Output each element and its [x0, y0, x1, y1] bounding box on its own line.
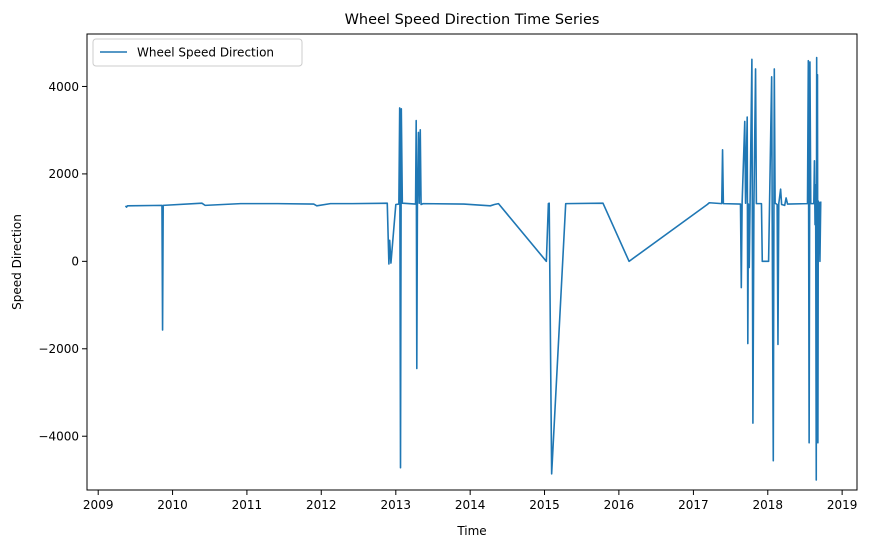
y-tick-label: −4000: [38, 430, 79, 444]
x-tick-label: 2019: [827, 498, 858, 512]
y-tick-label: 4000: [48, 80, 79, 94]
y-tick-label: 2000: [48, 167, 79, 181]
x-tick-label: 2009: [83, 498, 114, 512]
legend-box: [92, 38, 303, 67]
chart-title: Wheel Speed Direction Time Series: [345, 12, 600, 28]
x-tick-label: 2018: [753, 498, 784, 512]
x-axis-ticks: 2009 2010 2011 2012 2013 2014 2015 2016 2017 2018…: [83, 490, 857, 512]
legend-label-wheel-speed-direction: Wheel Speed Direction: [137, 46, 274, 60]
x-tick-label: 2012: [306, 498, 337, 512]
y-axis-label: Speed Direction: [10, 214, 24, 310]
x-tick-label: 2017: [678, 498, 709, 512]
series-lines: [124, 56, 822, 481]
x-tick-label: 2015: [529, 498, 560, 512]
x-tick-label: 2016: [604, 498, 635, 512]
series-line-wheel-speed-direction: [124, 56, 822, 481]
y-axis-ticks: 4000 2000 0 −2000 −4000: [38, 80, 87, 444]
plot-frame: [86, 33, 858, 491]
x-tick-label: 2014: [455, 498, 486, 512]
x-tick-label: 2011: [232, 498, 263, 512]
legend: Wheel Speed Direction: [92, 38, 303, 67]
x-axis-label: Time: [456, 524, 486, 538]
y-tick-label: −2000: [38, 342, 79, 356]
x-tick-label: 2013: [381, 498, 412, 512]
x-tick-label: 2010: [157, 498, 188, 512]
y-tick-label: 0: [71, 255, 79, 269]
